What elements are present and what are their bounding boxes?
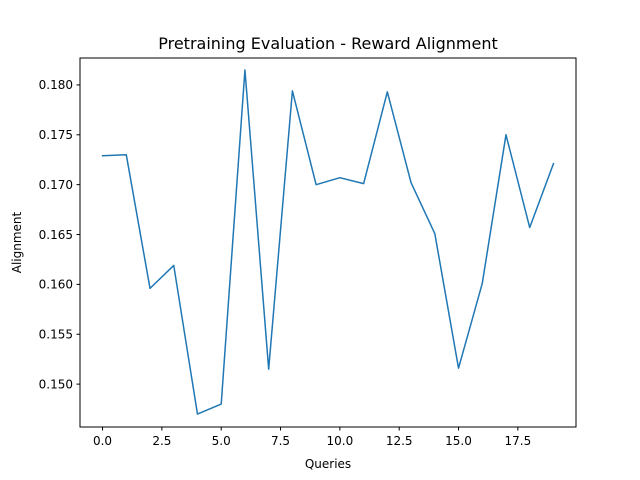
y-tick-label: 0.180 [39, 78, 73, 92]
y-tick-label: 0.160 [39, 278, 73, 292]
plot-area-frame [79, 57, 577, 428]
x-tick-label: 15.0 [445, 434, 472, 448]
series-line [101, 69, 555, 415]
x-tick-label: 10.0 [327, 434, 354, 448]
x-tick-label: 12.5 [386, 434, 413, 448]
x-tick-label: 17.5 [504, 434, 531, 448]
y-tick-label: 0.150 [39, 377, 73, 391]
x-tick-label: 2.5 [152, 434, 171, 448]
x-axis-label: Queries [305, 457, 351, 471]
y-tick-label: 0.155 [39, 328, 73, 342]
series-layer [101, 69, 555, 415]
y-tick-label: 0.165 [39, 228, 73, 242]
x-tick-label: 0.0 [93, 434, 112, 448]
x-axis-ticks: 0.0 2.5 5.0 7.5 10.0 12.5 15.0 17.5 [93, 427, 531, 448]
y-axis-label: Alignment [10, 211, 24, 273]
x-tick-label: 5.0 [212, 434, 231, 448]
y-tick-label: 0.170 [39, 178, 73, 192]
x-tick-label: 7.5 [271, 434, 290, 448]
chart-title: Pretraining Evaluation - Reward Alignmen… [158, 34, 498, 53]
y-tick-label: 0.175 [39, 128, 73, 142]
y-axis-ticks: 0.150 0.155 0.160 0.165 0.170 0.175 0.180 [39, 78, 80, 391]
